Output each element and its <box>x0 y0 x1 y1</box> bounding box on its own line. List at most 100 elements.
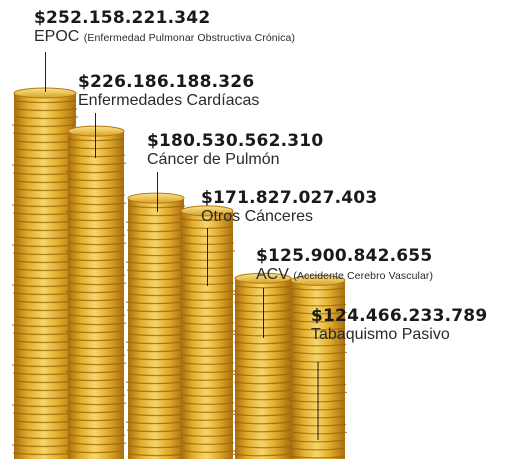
coin-edge <box>292 351 348 355</box>
coin-edge <box>128 285 186 289</box>
coin-edge <box>65 250 123 254</box>
coin-edge <box>125 221 183 225</box>
coin-edge <box>292 311 348 315</box>
coin-edge <box>69 242 127 246</box>
coin-edge <box>178 338 232 341</box>
coin-edge <box>182 410 236 413</box>
coin-edge <box>69 162 127 166</box>
coin-edge <box>125 261 183 265</box>
coin-edge <box>288 399 344 403</box>
coin-edge <box>67 346 125 350</box>
coin-edge <box>126 429 184 433</box>
coin-edge <box>290 335 346 339</box>
coin-edge <box>126 309 184 313</box>
coin-edge <box>288 359 344 363</box>
coin-edge <box>127 397 185 401</box>
coin-edge <box>66 258 124 262</box>
coin-edge <box>233 381 291 385</box>
label-otros-canceres: $171.827.027.403 Otros Cánceres <box>201 188 377 226</box>
coin-edge <box>179 306 233 309</box>
value-tabaquismo-pasivo: $124.466.233.789 <box>311 306 488 326</box>
coin-stack-cancer-de-pulmon <box>125 192 187 459</box>
coin-edge <box>68 194 126 198</box>
coin-edge <box>289 367 345 371</box>
coin-edge <box>180 354 234 357</box>
coin-edge <box>125 421 183 425</box>
coin-edge <box>127 437 185 441</box>
coin-edge <box>291 423 347 427</box>
coin-edge <box>68 354 126 358</box>
coin-edge <box>181 282 235 285</box>
coin-edge <box>178 218 232 221</box>
coin-edge <box>68 234 126 238</box>
coin-top <box>180 205 234 217</box>
label-epoc: $252.158.221.342 EPOC (Enfermedad Pulmon… <box>34 8 295 47</box>
coin-edge <box>127 277 185 281</box>
coin-stack-body <box>14 93 76 459</box>
coin-edge <box>236 285 294 289</box>
coin-edge <box>179 266 233 269</box>
coin-edge <box>65 450 123 454</box>
coin-edge <box>125 381 183 385</box>
coin-edge <box>288 439 344 443</box>
coin-edge <box>291 303 347 307</box>
connector-cancer-de-pulmon <box>157 172 158 212</box>
coin-edge <box>235 437 293 441</box>
coin-edge <box>69 362 127 366</box>
coin-edge <box>128 365 186 369</box>
value-acv: $125.900.842.655 <box>256 246 433 266</box>
coin-top <box>234 272 292 284</box>
coin-edge <box>180 394 234 397</box>
coin-edge <box>125 341 183 345</box>
coin-edge <box>68 434 126 438</box>
coin-edge <box>14 108 78 112</box>
coin-edge <box>179 426 233 429</box>
coin-edge <box>234 349 292 353</box>
coin-edge <box>289 447 345 451</box>
coin-edge <box>179 226 233 229</box>
coin-edge <box>182 330 236 333</box>
coin-edge <box>65 370 123 374</box>
coin-top <box>290 274 346 286</box>
value-otros-canceres: $171.827.027.403 <box>201 188 378 208</box>
coin-edge <box>233 301 291 305</box>
label-cancer-de-pulmon: $180.530.562.310 Cáncer de Pulmón <box>147 131 323 169</box>
coin-edge <box>181 442 235 445</box>
coin-edge <box>68 274 126 278</box>
coin-edge <box>182 450 236 453</box>
name-tabaquismo-pasivo: Tabaquismo Pasivo <box>311 326 450 343</box>
coin-edge <box>233 341 291 345</box>
coin-edge <box>11 124 75 128</box>
coin-edge <box>178 418 232 421</box>
name-epoc: EPOC <box>34 28 80 45</box>
coin-edge <box>67 426 125 430</box>
coin-edge <box>178 378 232 381</box>
coin-edge <box>235 357 293 361</box>
coin-edge <box>179 346 233 349</box>
coin-edge <box>13 100 77 104</box>
coin-edge <box>178 298 232 301</box>
coin-edge <box>288 319 344 323</box>
coin-edge <box>181 322 235 325</box>
coin-edge <box>127 317 185 321</box>
coin-edge <box>68 394 126 398</box>
coin-edge <box>232 413 290 417</box>
coin-edge <box>235 317 293 321</box>
coin-edge <box>126 389 184 393</box>
coin-edge <box>67 186 125 190</box>
name-enfermedades-cardiacas: Enfermedades Cardíacas <box>78 92 260 109</box>
coin-edge <box>65 330 123 334</box>
coin-edge <box>15 116 79 120</box>
connector-enfermedades-cardiacas <box>95 113 96 158</box>
coin-edge <box>128 245 186 249</box>
coin-edge <box>66 418 124 422</box>
connector-otros-canceres <box>207 228 208 286</box>
coin-edge <box>128 445 186 449</box>
coin-edge <box>232 293 290 297</box>
coin-edge <box>69 322 127 326</box>
name-cancer-de-pulmon: Cáncer de Pulmón <box>147 151 280 168</box>
coin-edge <box>69 282 127 286</box>
coin-edge <box>67 146 125 150</box>
coin-edge <box>126 269 184 273</box>
coin-edge <box>180 314 234 317</box>
